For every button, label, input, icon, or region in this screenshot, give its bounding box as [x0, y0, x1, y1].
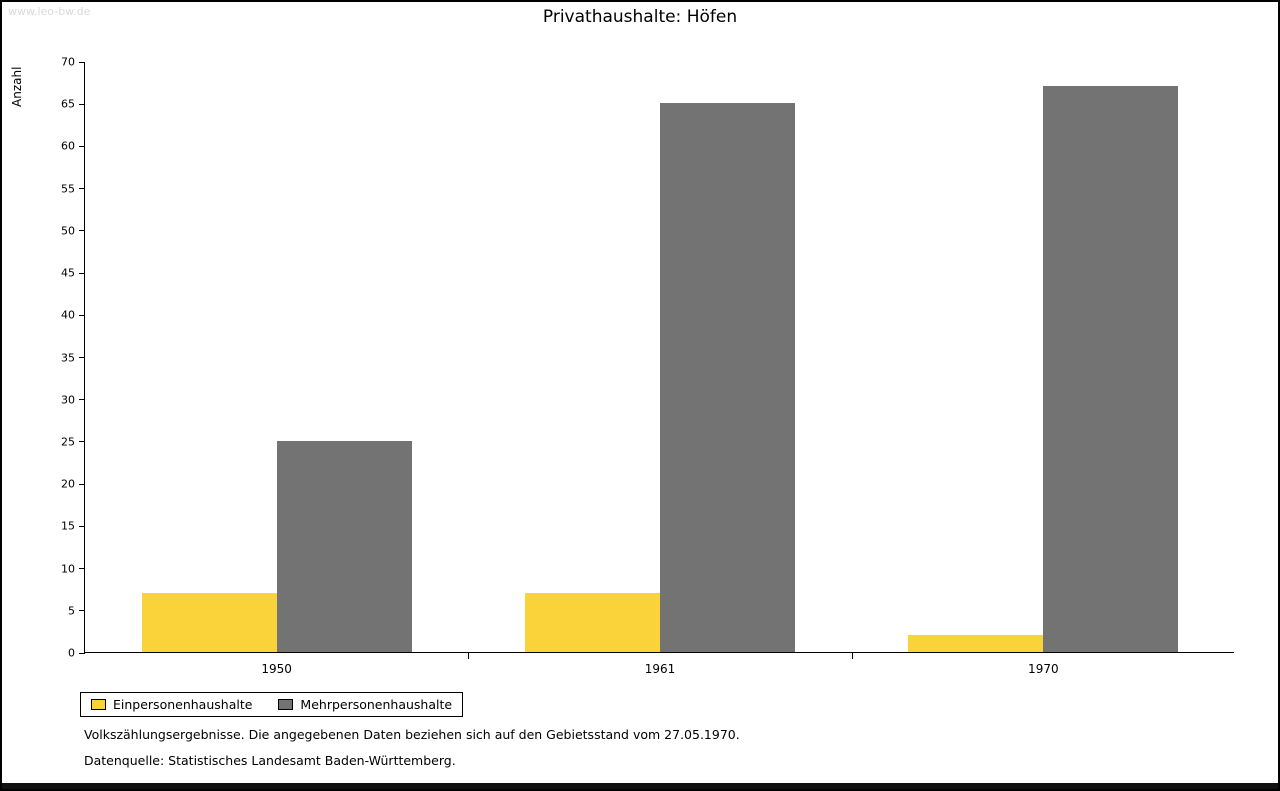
y-tick-mark	[79, 145, 85, 147]
y-tick-mark	[79, 483, 85, 485]
bar-1961-series-0	[525, 592, 660, 652]
footnote-data-source: Datenquelle: Statistisches Landesamt Bad…	[84, 753, 456, 768]
x-tick-label: 1970	[1028, 662, 1059, 676]
y-tick-mark	[79, 610, 85, 612]
x-tick-label: 1961	[644, 662, 676, 676]
x-tick-mark	[851, 653, 853, 659]
y-tick-label: 60	[61, 139, 75, 153]
y-tick-mark	[79, 357, 85, 358]
chart-title: Privathaushalte: Höfen	[542, 7, 738, 27]
plot-area: 0 5 10 15 20 25 30 35 40 45 50 55 60 65 70 1950 1961 1970	[61, 56, 1234, 676]
y-tick-mark	[79, 441, 85, 443]
y-tick-mark	[79, 525, 85, 527]
legend-swatch-mehrpersonenhaushalte	[278, 699, 294, 710]
legend: Einpersonenhaushalte Mehrpersonenhaushal…	[80, 692, 464, 717]
y-tick-mark	[79, 652, 85, 654]
y-tick-label: 5	[68, 604, 75, 618]
y-tick-mark	[79, 568, 85, 570]
bar-1950-series-0	[141, 592, 277, 652]
y-tick-mark	[79, 272, 85, 274]
y-tick-label: 10	[61, 562, 75, 576]
bottom-border-bar	[2, 783, 1278, 789]
legend-item-einpersonenhaushalte: Einpersonenhaushalte	[91, 697, 252, 712]
bar-1950-series-1	[276, 440, 412, 652]
footnote-source-note: Volkszählungsergebnisse. Die angegebenen…	[84, 727, 740, 742]
bar-1970-series-1	[1043, 86, 1179, 652]
y-tick-mark	[79, 314, 85, 316]
legend-item-mehrpersonenhaushalte: Mehrpersonenhaushalte	[278, 697, 452, 712]
y-tick-label: 20	[61, 477, 75, 491]
bar-1970-series-0	[908, 635, 1044, 652]
y-tick-label: 30	[61, 393, 75, 407]
x-tick-label: 1950	[261, 662, 292, 676]
y-tick-label: 40	[61, 308, 75, 322]
watermark: www.leo-bw.de	[8, 5, 91, 18]
y-tick-label: 50	[61, 224, 75, 238]
x-tick-mark	[468, 653, 470, 659]
legend-label: Mehrpersonenhaushalte	[300, 697, 453, 712]
bar-1961-series-1	[660, 103, 795, 652]
y-axis-title: Anzahl	[10, 66, 24, 107]
legend-swatch-einpersonenhaushalte	[91, 699, 106, 710]
y-tick-label: 70	[61, 55, 75, 69]
y-tick-mark	[79, 399, 85, 401]
y-tick-label: 25	[61, 435, 75, 449]
y-tick-mark	[79, 103, 85, 105]
y-tick-label: 45	[61, 266, 75, 280]
y-tick-label: 55	[61, 182, 75, 196]
y-tick-mark	[79, 188, 85, 190]
y-tick-label: 35	[61, 351, 75, 364]
y-tick-label: 0	[68, 646, 75, 660]
y-tick-label: 65	[61, 97, 75, 111]
y-tick-label: 15	[61, 519, 75, 533]
y-tick-mark	[79, 61, 85, 63]
legend-label: Einpersonenhaushalte	[113, 697, 253, 712]
y-tick-mark	[79, 230, 85, 232]
